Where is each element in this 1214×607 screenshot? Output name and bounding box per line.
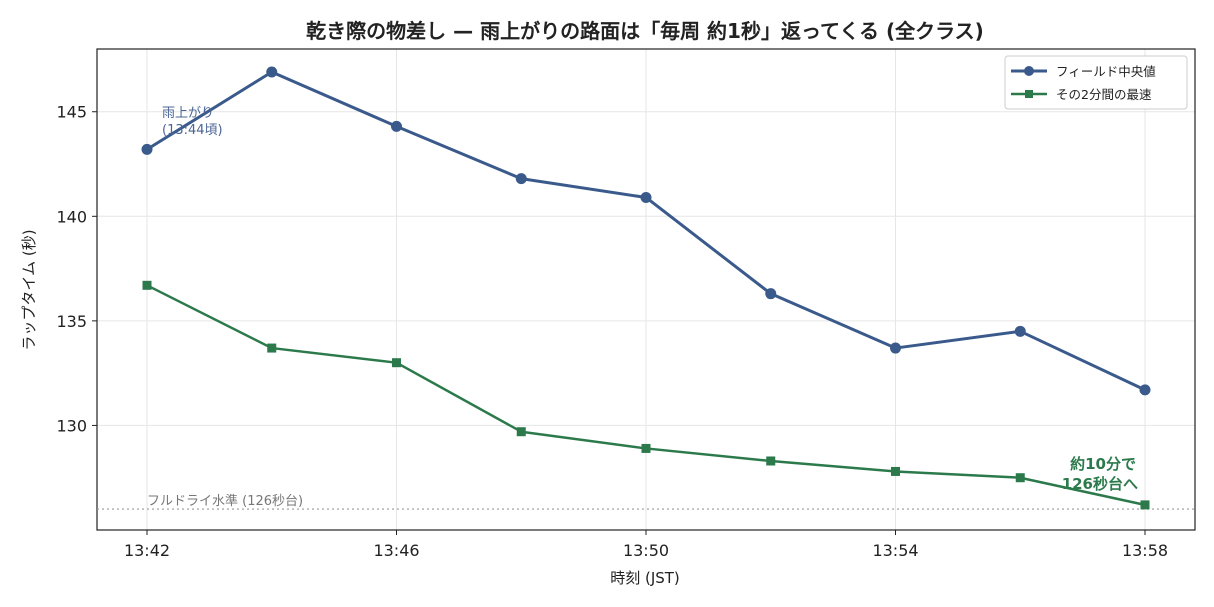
y-tick-label: 145: [56, 103, 87, 122]
x-tick-label: 13:54: [872, 541, 918, 560]
fastest-point: [1140, 500, 1150, 510]
y-tick-label: 140: [56, 207, 87, 226]
y-tick-label: 135: [56, 312, 87, 331]
y-tick-label: 130: [56, 416, 87, 435]
chart-title: 乾き際の物差し — 雨上がりの路面は「毎周 約1秒」返ってくる (全クラス): [306, 19, 984, 43]
dry-level-label: フルドライ水準 (126秒台): [147, 493, 303, 509]
median-point: [515, 173, 527, 185]
grid: [97, 49, 1195, 530]
median-point: [391, 120, 402, 132]
x-tick-label: 13:58: [1122, 541, 1168, 560]
y-axis-label: ラップタイム (秒): [20, 229, 38, 350]
x-tick-label: 13:46: [373, 541, 419, 560]
fastest-point: [267, 343, 277, 353]
fastest-point: [766, 456, 776, 466]
median-point: [765, 288, 777, 300]
median-point: [890, 342, 901, 354]
median-point: [141, 143, 153, 155]
legend-box: [1004, 55, 1188, 110]
rain-annotation-line2: (13:44頃): [162, 123, 223, 138]
legend-marker-median: [1024, 66, 1034, 76]
legend-label-median: フィールド中央値: [1056, 64, 1156, 79]
fastest-point: [516, 427, 526, 437]
fastest-point: [392, 358, 401, 368]
fastest-point: [891, 466, 900, 476]
axis-ticks: 130 135 140 145 13:42 13:46 13:50 13:54 13:58: [56, 103, 1168, 560]
rain-annotation-line1: 雨上がり: [162, 106, 214, 121]
end-annotation-line2: 126秒台へ: [1062, 475, 1138, 493]
median-point: [1014, 325, 1026, 337]
fastest-point: [1015, 473, 1025, 483]
legend-marker-fastest: [1025, 90, 1033, 98]
median-point: [266, 66, 278, 78]
series-layer: [141, 66, 1151, 510]
x-axis-label: 時刻 (JST): [610, 569, 680, 587]
median-point: [640, 191, 652, 203]
x-tick-label: 13:50: [623, 541, 669, 560]
median-point: [1139, 384, 1151, 396]
fastest-point: [142, 280, 152, 290]
legend-label-fastest: その2分間の最速: [1056, 87, 1152, 102]
legend: フィールド中央値 その2分間の最速: [1004, 55, 1188, 110]
end-annotation-line1: 約10分で: [1070, 455, 1136, 473]
fastest-point: [641, 443, 651, 453]
x-tick-label: 13:42: [124, 541, 170, 560]
